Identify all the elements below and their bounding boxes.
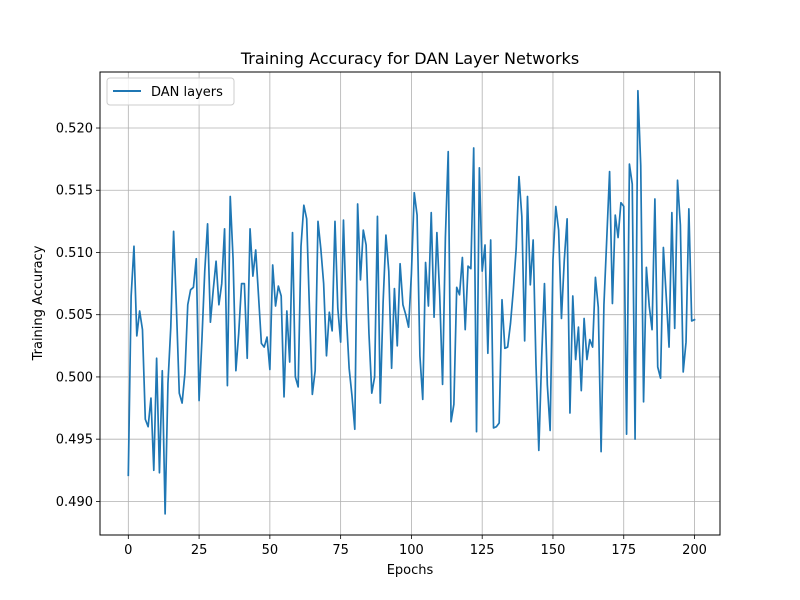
x-tick-label: 175	[611, 543, 636, 558]
series-layer	[127, 89, 696, 515]
legend-box	[106, 77, 235, 106]
x-axis: 0 25 50 75 100 125 150 175 200	[124, 535, 707, 558]
y-tick-label: 0.505	[56, 308, 93, 323]
x-tick-label: 200	[682, 543, 707, 558]
plot-frame	[99, 71, 721, 536]
y-tick-label: 0.515	[56, 184, 93, 199]
series-line-dan-layers	[127, 89, 696, 515]
y-tick-label: 0.520	[56, 122, 93, 137]
x-tick-label: 125	[470, 543, 495, 558]
chart-title: Training Accuracy for DAN Layer Networks	[240, 49, 579, 68]
y-tick-label: 0.490	[56, 495, 93, 510]
x-tick-label: 100	[399, 543, 424, 558]
y-tick-label: 0.495	[56, 433, 93, 448]
y-tick-label: 0.500	[56, 370, 93, 385]
x-tick-label: 0	[124, 543, 132, 558]
x-tick-label: 75	[332, 543, 349, 558]
y-tick-label: 0.510	[56, 246, 93, 261]
y-axis-label: Training Accuracy	[31, 245, 46, 361]
y-axis: 0.490 0.495 0.500 0.505 0.510 0.515 0.520	[56, 122, 100, 510]
legend-label: DAN layers	[151, 85, 223, 100]
x-tick-label: 25	[191, 543, 208, 558]
x-axis-label: Epochs	[387, 563, 434, 578]
x-tick-label: 150	[541, 543, 566, 558]
x-tick-label: 50	[262, 543, 279, 558]
legend: DAN layers	[106, 77, 235, 106]
grid-lines	[100, 72, 720, 535]
